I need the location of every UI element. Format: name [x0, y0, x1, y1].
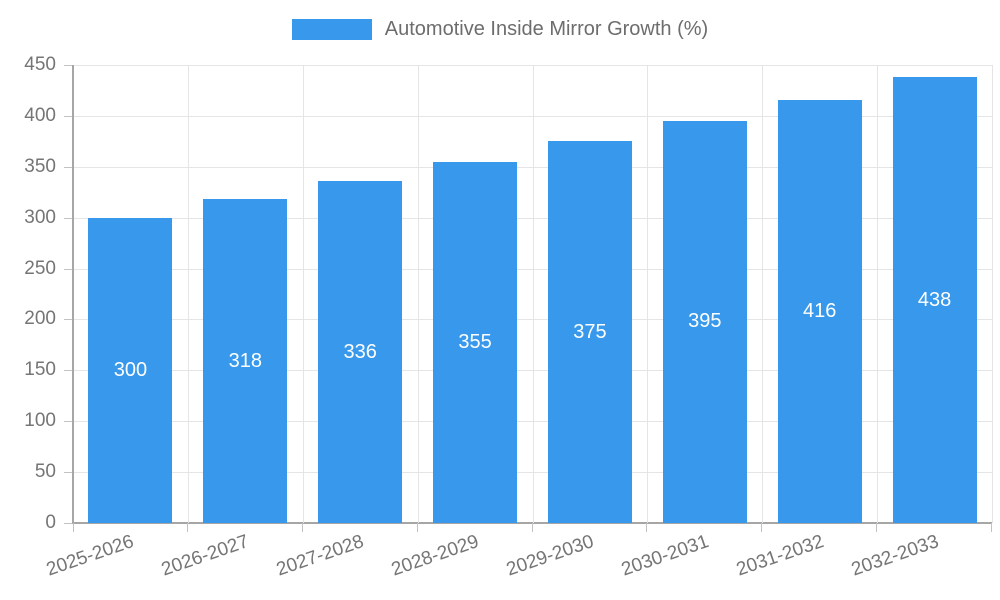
- bar-value-label: 355: [458, 330, 492, 353]
- y-tick-label: 150: [24, 359, 56, 381]
- bar-value-label: 300: [113, 358, 148, 381]
- x-axis-tick: [646, 523, 647, 532]
- y-tick-label: 100: [24, 410, 56, 432]
- y-axis-tick: [64, 65, 72, 66]
- y-axis-tick: [64, 421, 72, 422]
- bar-value-label: 375: [573, 320, 607, 343]
- x-axis-tick: [187, 523, 188, 532]
- x-gridline: [762, 65, 763, 523]
- y-tick-label: 200: [24, 308, 56, 330]
- x-gridline: [992, 65, 993, 523]
- x-gridline: [877, 65, 878, 523]
- y-tick-label: 300: [24, 206, 56, 228]
- y-gridline: [73, 116, 992, 117]
- bar-value-label: 416: [803, 299, 837, 322]
- bar-2027-2028[interactable]: 336: [318, 181, 403, 523]
- y-tick-label: 50: [34, 461, 56, 483]
- y-axis-tick: [64, 370, 72, 371]
- bar-2029-2030[interactable]: 375: [547, 141, 632, 523]
- y-axis-tick: [64, 218, 72, 219]
- x-axis-tick: [761, 523, 762, 532]
- bar-value-label: 336: [343, 340, 377, 363]
- y-axis-tick: [64, 319, 72, 320]
- x-gridline: [647, 65, 648, 523]
- bar-value-label: 395: [688, 310, 722, 333]
- bar-2032-2033[interactable]: 438: [892, 77, 977, 523]
- y-gridline: [73, 319, 992, 320]
- x-axis-tick: [73, 523, 74, 532]
- x-gridline: [188, 65, 189, 523]
- x-axis-tick: [991, 523, 992, 532]
- bar-value-label: 318: [228, 349, 262, 372]
- x-axis-tick: [302, 523, 303, 532]
- y-gridline: [73, 370, 992, 371]
- bar-2031-2032[interactable]: 416: [777, 99, 862, 523]
- y-axis-tick: [64, 116, 72, 117]
- legend-label: Automotive Inside Mirror Growth (%): [384, 18, 709, 40]
- y-axis-tick: [64, 472, 72, 473]
- x-gridline: [418, 65, 419, 523]
- bar-2026-2027[interactable]: 318: [203, 199, 288, 523]
- y-tick-label: 350: [24, 155, 56, 177]
- y-gridline: [73, 421, 992, 422]
- y-axis-tick: [64, 523, 72, 524]
- bar-2030-2031[interactable]: 395: [662, 120, 747, 523]
- x-axis-tick: [417, 523, 418, 532]
- y-axis-tick: [64, 269, 72, 270]
- plot-area: 0 50 100 150 200 250 300 350 400 450 300 318 336 355 3…: [24, 54, 993, 580]
- legend-swatch-icon: [291, 19, 372, 40]
- y-tick-label: 250: [24, 257, 56, 279]
- x-axis-tick: [876, 523, 877, 532]
- y-tick-label: 0: [45, 512, 56, 533]
- y-gridline: [73, 472, 992, 473]
- bar-2025-2026[interactable]: 300: [88, 217, 173, 523]
- y-axis-line: [72, 65, 74, 523]
- bar-2028-2029[interactable]: 355: [433, 161, 518, 523]
- y-gridline: [73, 167, 992, 168]
- x-gridline: [533, 65, 534, 523]
- bar-value-label: 438: [917, 288, 952, 311]
- y-gridline: [73, 65, 992, 66]
- y-axis-tick: [64, 167, 72, 168]
- y-gridline: [73, 269, 992, 270]
- y-tick-label: 450: [24, 54, 56, 75]
- chart-legend[interactable]: Automotive Inside Mirror Growth (%): [0, 18, 1000, 41]
- x-gridline: [303, 65, 304, 523]
- y-gridline: [73, 218, 992, 219]
- x-axis-tick: [532, 523, 533, 532]
- y-tick-label: 400: [24, 104, 56, 126]
